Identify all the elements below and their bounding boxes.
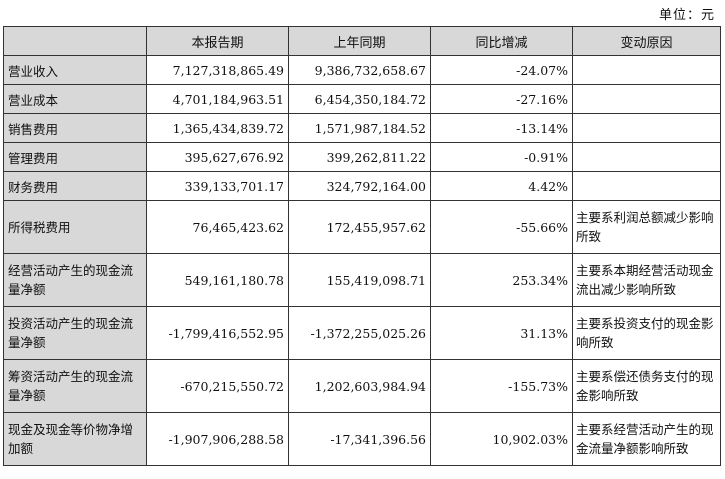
row-label: 经营活动产生的现金流量净额 — [3, 253, 147, 307]
change-value: -155.73% — [430, 359, 573, 413]
row-label: 投资活动产生的现金流量净额 — [3, 306, 147, 360]
current-value: 7,127,318,865.49 — [146, 55, 289, 85]
row-label: 销售费用 — [3, 113, 147, 143]
table-row: 财务费用 339,133,701.17 324,792,164.00 4.42% — [3, 171, 721, 201]
prior-value: -17,341,396.56 — [288, 412, 431, 466]
change-reason — [572, 84, 721, 114]
change-value: 253.34% — [430, 253, 573, 307]
current-value: -670,215,550.72 — [146, 359, 289, 413]
prior-value: 1,571,987,184.52 — [288, 113, 431, 143]
row-label: 现金及现金等价物净增加额 — [3, 412, 147, 466]
table-row: 营业收入 7,127,318,865.49 9,386,732,658.67 -… — [3, 55, 721, 85]
change-reason — [572, 171, 721, 201]
header-row: 本报告期 上年同期 同比增减 变动原因 — [3, 26, 721, 56]
row-label: 所得税费用 — [3, 200, 147, 254]
financial-table: 本报告期 上年同期 同比增减 变动原因 营业收入 7,127,318,865.4… — [3, 26, 721, 466]
change-value: 10,902.03% — [430, 412, 573, 466]
header-prior-period: 上年同期 — [288, 26, 431, 56]
current-value: -1,799,416,552.95 — [146, 306, 289, 360]
table-row: 筹资活动产生的现金流量净额 -670,215,550.72 1,202,603,… — [3, 359, 721, 413]
header-item — [3, 26, 147, 56]
current-value: 549,161,180.78 — [146, 253, 289, 307]
change-reason — [572, 142, 721, 172]
prior-value: 155,419,098.71 — [288, 253, 431, 307]
current-value: 395,627,676.92 — [146, 142, 289, 172]
current-value: 339,133,701.17 — [146, 171, 289, 201]
row-label: 财务费用 — [3, 171, 147, 201]
change-value: 4.42% — [430, 171, 573, 201]
prior-value: 1,202,603,984.94 — [288, 359, 431, 413]
row-label: 管理费用 — [3, 142, 147, 172]
change-reason: 主要系利润总额减少影响所致 — [572, 200, 721, 254]
prior-value: 172,455,957.62 — [288, 200, 431, 254]
current-value: 4,701,184,963.51 — [146, 84, 289, 114]
change-reason: 主要系经营活动产生的现金流量净额影响所致 — [572, 412, 721, 466]
change-reason: 主要系投资支付的现金影响所致 — [572, 306, 721, 360]
table-row: 现金及现金等价物净增加额 -1,907,906,288.58 -17,341,3… — [3, 412, 721, 466]
current-value: -1,907,906,288.58 — [146, 412, 289, 466]
current-value: 76,465,423.62 — [146, 200, 289, 254]
prior-value: 324,792,164.00 — [288, 171, 431, 201]
change-reason: 主要系偿还债务支付的现金影响所致 — [572, 359, 721, 413]
unit-label: 单位：元 — [658, 8, 715, 23]
prior-value: 9,386,732,658.67 — [288, 55, 431, 85]
table-row: 营业成本 4,701,184,963.51 6,454,350,184.72 -… — [3, 84, 721, 114]
change-reason: 主要系本期经营活动现金流出减少影响所致 — [572, 253, 721, 307]
change-value: -0.91% — [430, 142, 573, 172]
prior-value: 6,454,350,184.72 — [288, 84, 431, 114]
change-value: 31.13% — [430, 306, 573, 360]
row-label: 营业收入 — [3, 55, 147, 85]
prior-value: 399,262,811.22 — [288, 142, 431, 172]
change-value: -13.14% — [430, 113, 573, 143]
change-value: -24.07% — [430, 55, 573, 85]
change-value: -27.16% — [430, 84, 573, 114]
table-row: 经营活动产生的现金流量净额 549,161,180.78 155,419,098… — [3, 253, 721, 307]
header-yoy-change: 同比增减 — [430, 26, 573, 56]
table-row: 投资活动产生的现金流量净额 -1,799,416,552.95 -1,372,2… — [3, 306, 721, 360]
table-row: 所得税费用 76,465,423.62 172,455,957.62 -55.6… — [3, 200, 721, 254]
change-reason — [572, 55, 721, 85]
row-label: 筹资活动产生的现金流量净额 — [3, 359, 147, 413]
table-row: 销售费用 1,365,434,839.72 1,571,987,184.52 -… — [3, 113, 721, 143]
header-change-reason: 变动原因 — [572, 26, 721, 56]
table-row: 管理费用 395,627,676.92 399,262,811.22 -0.91… — [3, 142, 721, 172]
current-value: 1,365,434,839.72 — [146, 113, 289, 143]
change-value: -55.66% — [430, 200, 573, 254]
row-label: 营业成本 — [3, 84, 147, 114]
change-reason — [572, 113, 721, 143]
header-current-period: 本报告期 — [146, 26, 289, 56]
prior-value: -1,372,255,025.26 — [288, 306, 431, 360]
